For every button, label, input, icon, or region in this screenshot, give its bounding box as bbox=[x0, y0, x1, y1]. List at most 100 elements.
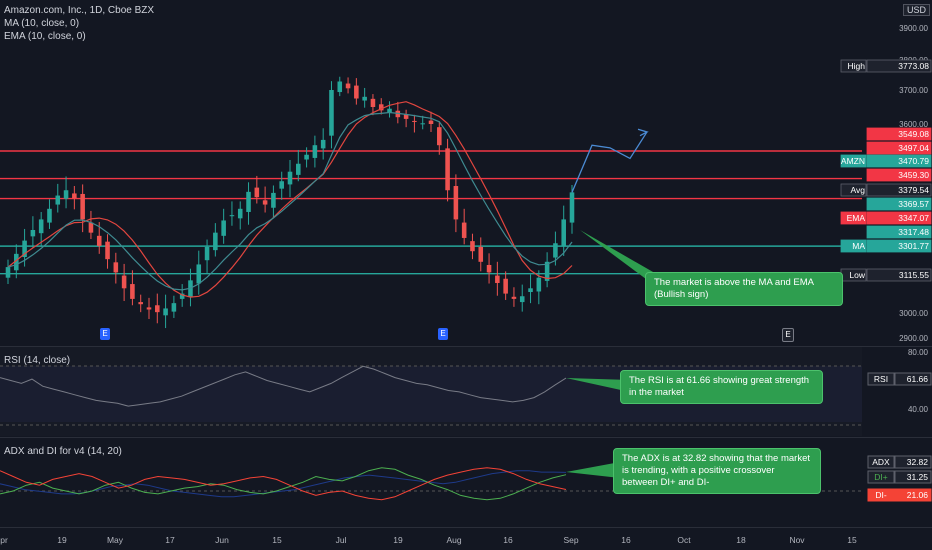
di-minus-line bbox=[0, 467, 567, 501]
rsi-callout[interactable]: The RSI is at 61.66 showing great streng… bbox=[620, 370, 823, 404]
candle-body bbox=[354, 85, 359, 99]
price-badge-value: 3379.54 bbox=[898, 185, 929, 195]
candle-body bbox=[561, 219, 566, 247]
adx-badge-bg bbox=[894, 455, 932, 469]
time-tick: 15 bbox=[847, 535, 857, 545]
price-badge-bg bbox=[866, 268, 932, 282]
price-badge-label: Avg bbox=[851, 185, 866, 195]
price-tick: 2900.00 bbox=[899, 334, 928, 343]
price-badge-label-bg bbox=[840, 59, 867, 73]
candle-body bbox=[254, 187, 260, 198]
candle-body bbox=[130, 284, 135, 299]
candle-body bbox=[536, 277, 542, 292]
earnings-icon[interactable]: E bbox=[438, 328, 448, 340]
candle-body bbox=[146, 307, 152, 310]
adx-badge-label: DI+ bbox=[874, 472, 888, 482]
rsi-badge-label: RSI bbox=[874, 374, 888, 384]
candle-body bbox=[503, 278, 508, 294]
candle-body bbox=[196, 264, 202, 284]
candle-body bbox=[312, 145, 318, 158]
price-callout[interactable]: The market is above the MA and EMA (Bull… bbox=[645, 272, 843, 306]
price-badge: AMZN 3470.79 bbox=[840, 154, 932, 168]
time-tick: 19 bbox=[393, 535, 403, 545]
candle-body bbox=[378, 104, 384, 111]
candle-body bbox=[453, 186, 459, 220]
candle-body bbox=[204, 246, 210, 261]
candle-body bbox=[113, 262, 119, 273]
candle-body bbox=[55, 195, 61, 205]
candle-body bbox=[171, 303, 177, 312]
price-badge-value: 3549.08 bbox=[898, 129, 929, 139]
price-badge: High 3773.08 bbox=[840, 59, 932, 73]
candle-body bbox=[345, 83, 351, 89]
callout-pointer bbox=[580, 230, 660, 282]
price-badge-value: 3301.77 bbox=[898, 241, 929, 251]
time-tick: Aug bbox=[446, 535, 461, 545]
rsi-tick: 40.00 bbox=[908, 405, 929, 414]
price-tick: 3700.00 bbox=[899, 86, 928, 95]
price-badge-value: 3317.48 bbox=[898, 227, 929, 237]
time-tick: Jun bbox=[215, 535, 229, 545]
candle-body bbox=[30, 230, 36, 237]
candle-body bbox=[163, 308, 168, 316]
price-badge-bg bbox=[866, 225, 932, 239]
ma-legend[interactable]: MA (10, close, 0) bbox=[4, 18, 80, 29]
candle-body bbox=[96, 235, 102, 246]
time-tick: Sep bbox=[563, 535, 578, 545]
adx-badge-label-bg bbox=[867, 455, 895, 469]
ema-legend[interactable]: EMA (10, close, 0) bbox=[4, 31, 86, 42]
price-tick: 3000.00 bbox=[899, 309, 928, 318]
pane-separator[interactable] bbox=[0, 437, 932, 438]
adx-callout-pointer bbox=[566, 462, 620, 478]
currency-label[interactable]: USD bbox=[902, 4, 930, 16]
time-tick: 16 bbox=[621, 535, 631, 545]
rsi-pane-label[interactable]: RSI (14, close) bbox=[4, 355, 71, 366]
candle-body bbox=[105, 241, 110, 260]
adx-badge-value: 32.82 bbox=[907, 457, 929, 467]
candle-body bbox=[47, 208, 52, 223]
price-badge-value: 3459.30 bbox=[898, 170, 929, 180]
candle-body bbox=[155, 305, 160, 313]
candle-body bbox=[528, 288, 533, 293]
price-badge-bg bbox=[866, 127, 932, 141]
price-badge-bg bbox=[866, 141, 932, 155]
price-tick: 3900.00 bbox=[899, 24, 928, 33]
candle-body bbox=[337, 81, 343, 93]
price-badge-value: 3369.57 bbox=[898, 199, 929, 209]
candle-body bbox=[470, 241, 475, 252]
pane-separator[interactable] bbox=[0, 346, 932, 347]
earnings-icon[interactable]: E bbox=[100, 328, 110, 340]
symbol-title[interactable]: Amazon.com, Inc., 1D, Cboe BZX bbox=[4, 5, 155, 16]
price-badge-bg bbox=[866, 168, 932, 182]
candle-body bbox=[412, 120, 417, 122]
time-tick: pr bbox=[0, 535, 8, 545]
candle-body bbox=[437, 127, 442, 146]
candle-body bbox=[553, 243, 558, 258]
candle-body bbox=[403, 114, 409, 119]
rsi-tick: 80.00 bbox=[908, 348, 929, 357]
price-badge-label-bg bbox=[840, 183, 867, 197]
candle-body bbox=[296, 163, 301, 175]
chart-legend: Amazon.com, Inc., 1D, Cboe BZX MA (10, c… bbox=[4, 4, 154, 43]
candle-body bbox=[569, 192, 575, 223]
candle-body bbox=[478, 246, 484, 262]
price-badge-label-bg bbox=[840, 239, 867, 253]
candle-body bbox=[486, 264, 492, 273]
candle-body bbox=[14, 253, 19, 271]
candle-body bbox=[72, 193, 77, 199]
time-tick: May bbox=[107, 535, 124, 545]
adx-pane-label[interactable]: ADX and DI for v4 (14, 20) bbox=[4, 446, 122, 457]
price-badge-label: High bbox=[848, 61, 866, 71]
candle-body bbox=[271, 192, 276, 208]
candle-body bbox=[320, 139, 326, 149]
price-badge-value: 3115.55 bbox=[899, 270, 929, 280]
adx-badge-label: DI- bbox=[875, 490, 887, 500]
candle-body bbox=[511, 296, 517, 299]
candle-body bbox=[544, 261, 550, 281]
earnings-icon[interactable]: E bbox=[782, 328, 794, 342]
price-badge-bg bbox=[866, 239, 932, 253]
adx-callout[interactable]: The ADX is at 32.82 showing that the mar… bbox=[613, 448, 821, 494]
pane-separator bbox=[0, 527, 932, 528]
rsi-badge-label-bg bbox=[867, 372, 895, 386]
